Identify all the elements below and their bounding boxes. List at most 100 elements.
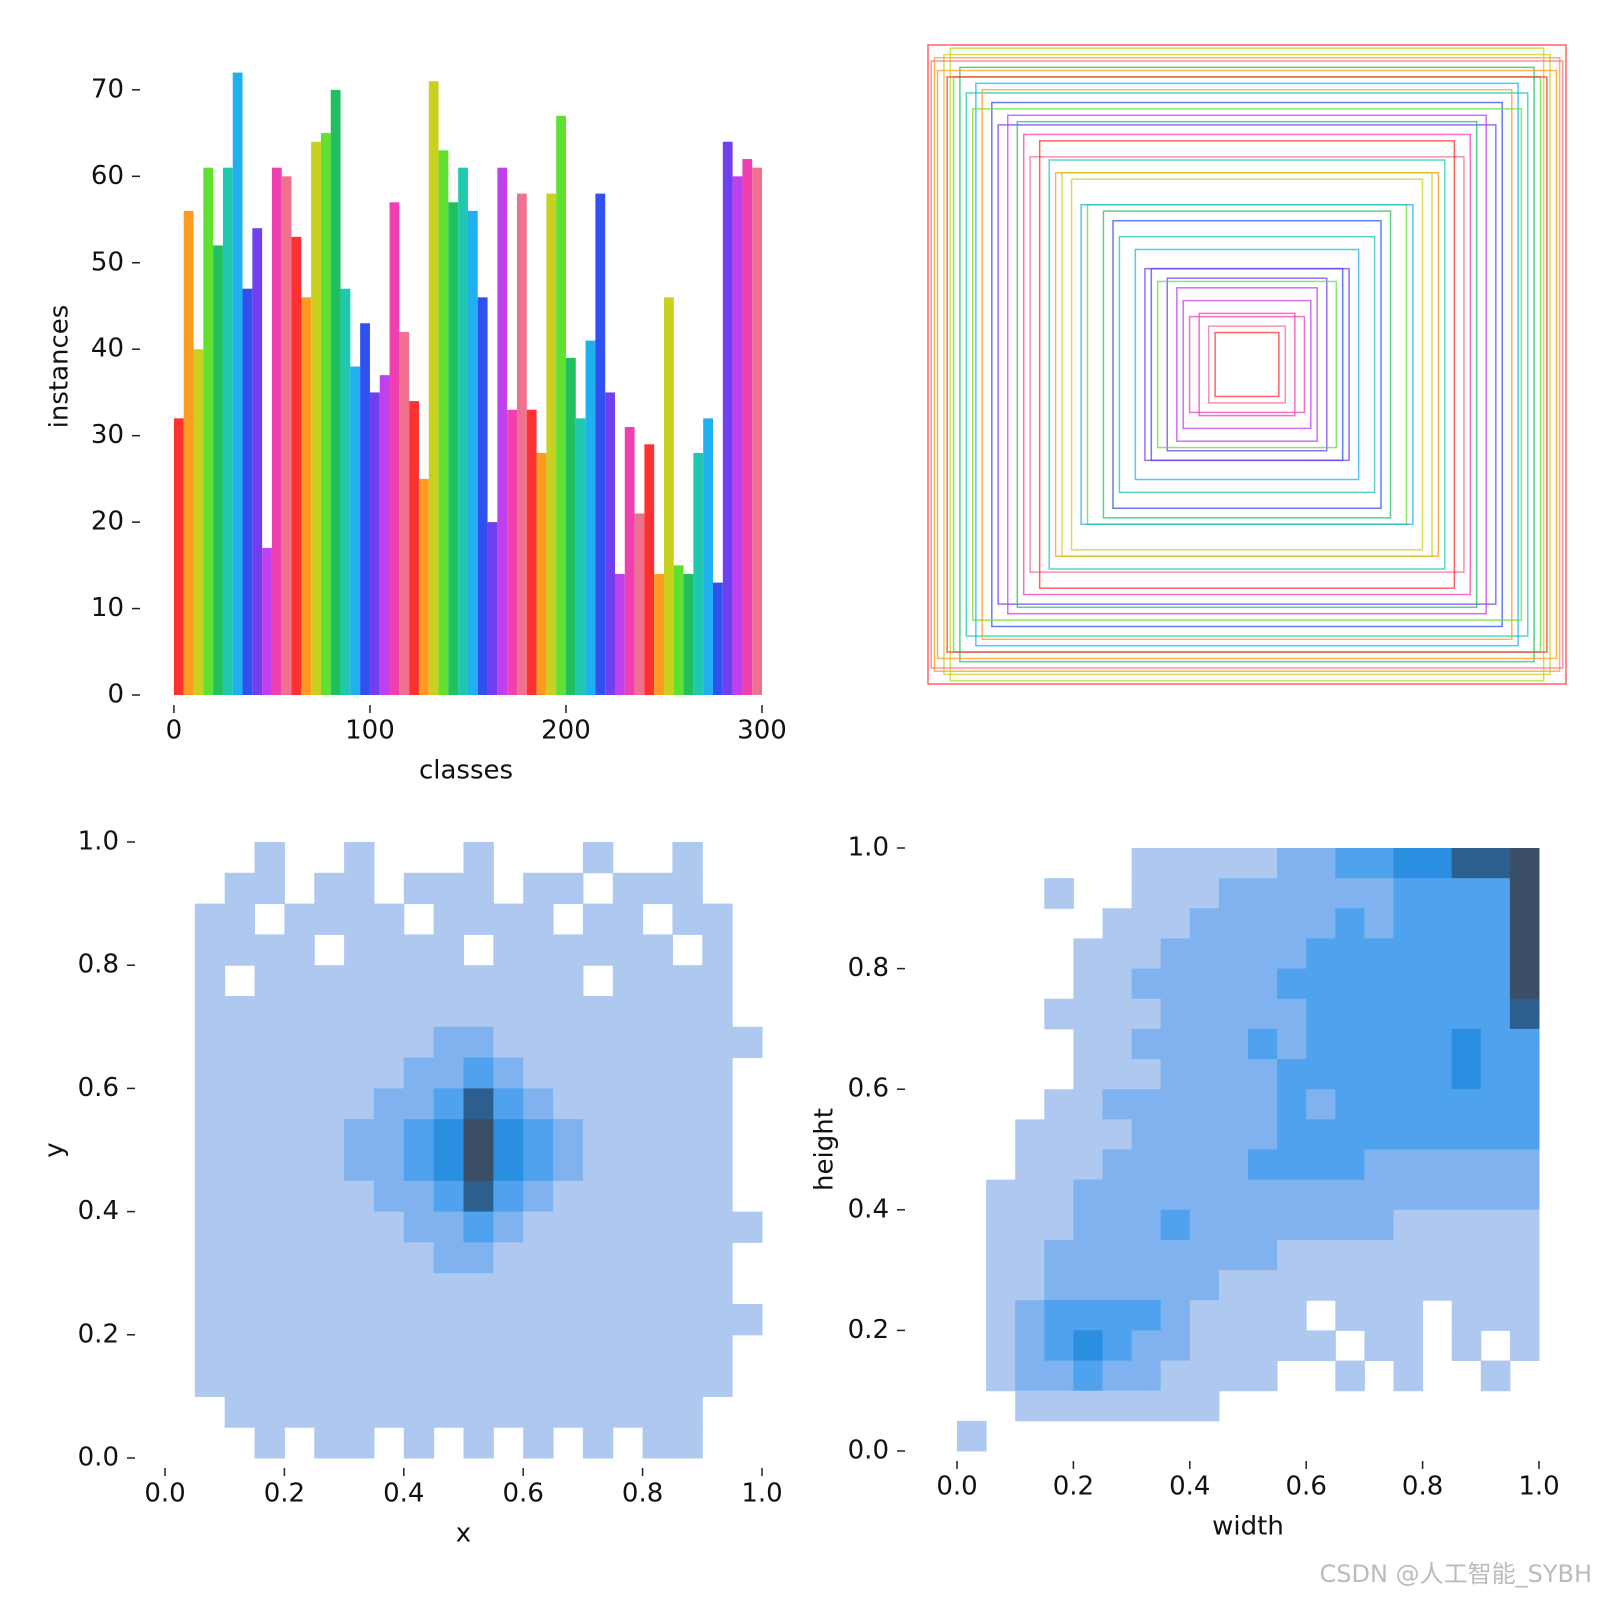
hist-cell <box>1306 848 1336 879</box>
hist-cell <box>672 903 703 935</box>
hist-cell <box>1044 878 1074 909</box>
hist-cell <box>1335 1059 1365 1090</box>
hist-cell <box>1277 878 1307 909</box>
watermark: CSDN @人工智能_SYBH <box>1320 1560 1592 1588</box>
hist-cell <box>1335 938 1365 970</box>
hist-cell <box>1393 908 1424 939</box>
hist-cell <box>1335 848 1365 879</box>
hist-cell <box>463 1026 494 1059</box>
hist-cell <box>403 1180 435 1213</box>
hist-cell <box>1073 1390 1103 1422</box>
hist-cell <box>224 1242 256 1274</box>
hist-cell <box>403 1304 435 1336</box>
bar <box>379 375 390 695</box>
hist-cell <box>612 1365 644 1397</box>
hist-cell <box>1306 1089 1336 1120</box>
hist-cell <box>1102 1300 1133 1331</box>
hist-cell <box>373 1026 405 1059</box>
bar <box>350 366 361 695</box>
hist-cell <box>1335 908 1365 939</box>
hist-cell <box>1335 1119 1365 1150</box>
hist-cell <box>344 1334 375 1367</box>
hist-cell <box>284 1304 315 1336</box>
hist-cell <box>523 965 554 997</box>
hist-cell <box>523 1180 554 1213</box>
hist-cell <box>1131 1239 1162 1271</box>
hist-cell <box>1335 1209 1365 1241</box>
hist-cell <box>403 1119 435 1151</box>
hist-cell <box>1480 1270 1511 1301</box>
box <box>1007 114 1487 615</box>
hist-cell <box>373 1396 405 1428</box>
hist-cell <box>1131 968 1162 1000</box>
hist-cell <box>1102 938 1133 970</box>
hist-cell <box>1480 938 1511 970</box>
hist-cell <box>1422 1239 1453 1271</box>
hist-cell <box>403 934 435 966</box>
hist-cell <box>1248 1239 1278 1271</box>
hist-cell <box>433 1150 464 1182</box>
hist-cell <box>1131 1390 1162 1422</box>
hist-cell <box>1102 1179 1133 1211</box>
hist-cell <box>1189 848 1220 879</box>
hist-cell <box>702 996 733 1028</box>
hist-cell <box>702 1242 733 1274</box>
hist-cell <box>612 1334 644 1367</box>
hist-cell <box>1335 1089 1365 1120</box>
hist-cell <box>463 1180 494 1213</box>
hist-cell <box>284 1150 315 1182</box>
hist-cell <box>194 1273 226 1305</box>
hist-cell <box>254 1396 285 1428</box>
hist-cell <box>1364 1059 1394 1090</box>
box <box>1070 178 1424 551</box>
hist-cell <box>1277 938 1307 970</box>
hist-cell <box>433 996 464 1028</box>
hist-cell <box>1306 878 1336 909</box>
hist-cell <box>1102 1390 1133 1422</box>
hist-cell <box>1277 1059 1307 1090</box>
hist-cell <box>1277 908 1307 939</box>
hist-cell <box>1306 938 1336 970</box>
hist-cell <box>344 1211 375 1243</box>
hist-cell <box>582 1150 614 1182</box>
hist-cell <box>1364 968 1394 1000</box>
hist-cell <box>1073 1300 1103 1331</box>
hist-cell <box>1422 1179 1453 1211</box>
y-tick-label: 1.0 <box>848 833 889 863</box>
hist-cell <box>254 1365 285 1397</box>
hist-cell <box>523 1057 554 1089</box>
hist-cell <box>314 1304 345 1336</box>
hist-cell <box>1248 908 1278 939</box>
hist-cell <box>612 1150 644 1182</box>
box <box>971 108 1523 621</box>
hist-cell <box>373 965 405 997</box>
hist-cell <box>672 1026 703 1059</box>
hist-cell <box>224 996 256 1028</box>
box <box>1156 280 1338 449</box>
bar <box>389 202 400 695</box>
hist-cell <box>1451 1119 1482 1150</box>
hist-cell <box>1044 1390 1074 1422</box>
hist-cell <box>642 1365 673 1397</box>
hist-cell <box>1102 968 1133 1000</box>
hist-cell <box>1248 1028 1278 1060</box>
hist-cell <box>553 1180 584 1213</box>
hist-cell <box>642 1334 673 1367</box>
hist-cell <box>194 965 226 997</box>
hist-cell <box>1335 998 1365 1030</box>
hist-cell <box>1160 968 1191 1000</box>
hist-cell <box>1451 938 1482 970</box>
hist-cell <box>1248 1149 1278 1181</box>
hist-cell <box>1160 1360 1191 1392</box>
hist-cell <box>642 1119 673 1151</box>
hist-cell <box>553 1242 584 1274</box>
x-tick-label: 0.6 <box>503 1479 544 1509</box>
hist-cell <box>1451 1059 1482 1090</box>
hist-cell <box>1218 998 1249 1030</box>
hist-cell <box>1131 1330 1162 1362</box>
hist-cell <box>702 1026 733 1059</box>
bar <box>203 167 214 696</box>
bar <box>409 401 419 695</box>
box <box>1118 235 1376 494</box>
hist-cell <box>344 934 375 966</box>
